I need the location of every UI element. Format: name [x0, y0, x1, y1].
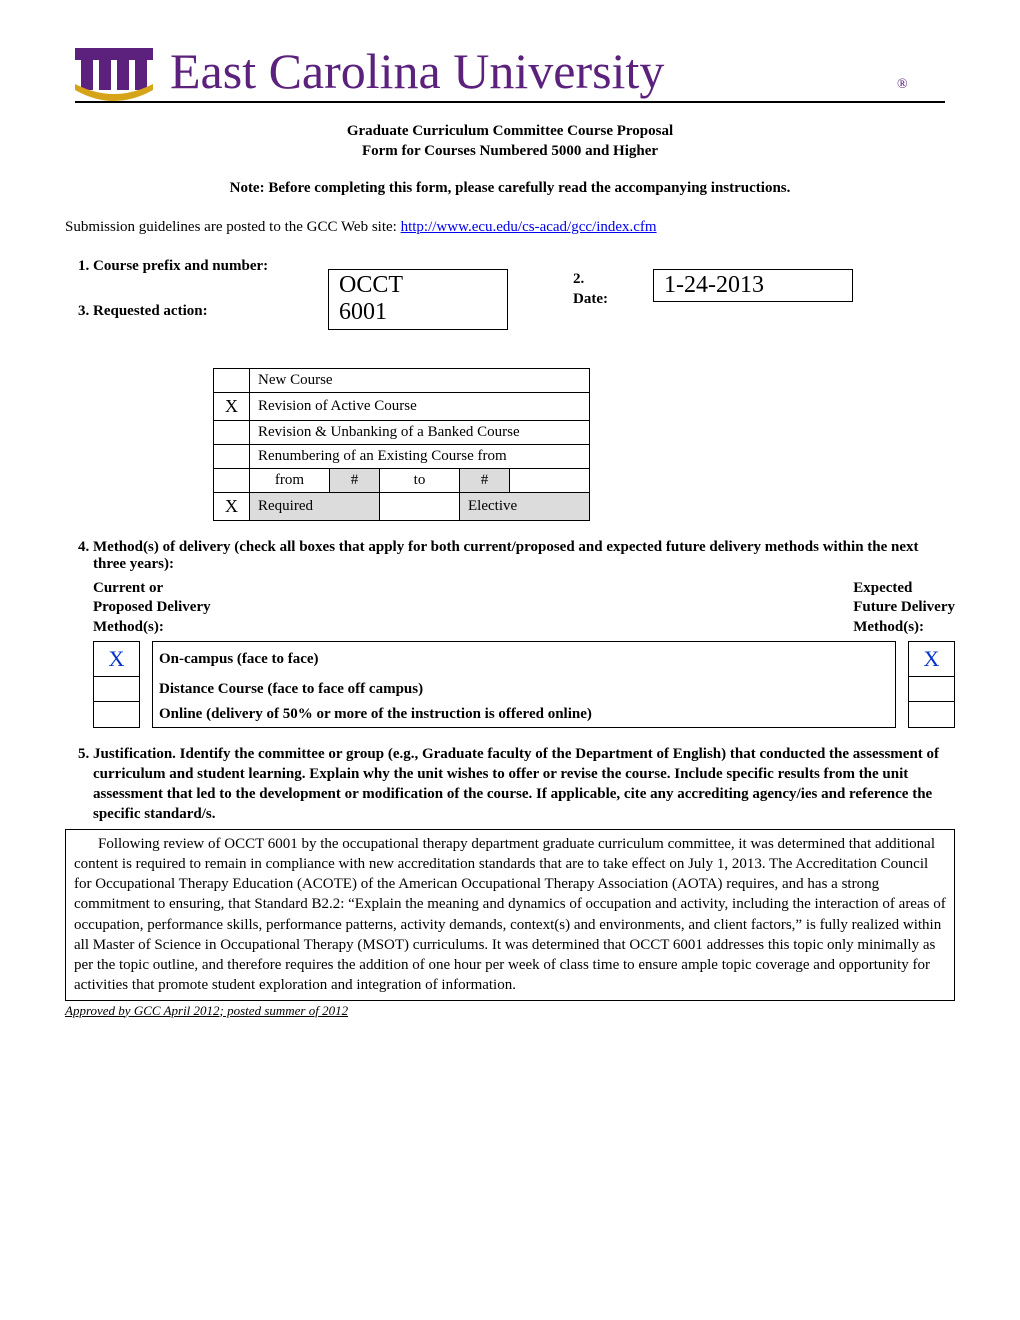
action-row-new: New Course — [214, 368, 590, 392]
q5-item: Justification. Identify the committee or… — [93, 744, 955, 825]
action-row-req-elec: X Required Elective — [214, 492, 590, 520]
delivery-row-oncampus: X On-campus (face to face) X — [94, 642, 955, 677]
chk-future-online[interactable] — [909, 702, 955, 728]
logo-text: East Carolina University — [170, 43, 664, 99]
note-text: Note: Before completing this form, pleas… — [65, 180, 955, 197]
label-renumber: Renumbering of an Existing Course from — [250, 444, 590, 468]
justification-box[interactable]: Following review of OCCT 6001 by the occ… — [65, 829, 955, 1001]
logo-block: East Carolina University ® — [65, 40, 955, 111]
form-title-1: Graduate Curriculum Committee Course Pro… — [65, 121, 955, 141]
chk-elective[interactable] — [380, 492, 460, 520]
delivery-table: X On-campus (face to face) X Distance Co… — [93, 641, 955, 728]
label-revision-unbank: Revision & Unbanking of a Banked Course — [250, 420, 590, 444]
delivery-header-right: Expected Future Delivery Method(s): — [853, 579, 955, 638]
label-revision-active: Revision of Active Course — [250, 392, 590, 420]
chk-current-distance[interactable] — [94, 677, 140, 702]
q1-label: Course prefix and number: — [93, 258, 268, 274]
course-value-line1: OCCT — [339, 272, 403, 298]
submission-line: Submission guidelines are posted to the … — [65, 219, 955, 236]
submission-link[interactable]: http://www.ecu.edu/cs-acad/gcc/index.cfm — [401, 219, 657, 235]
label-new-course: New Course — [250, 368, 590, 392]
submission-prefix: Submission guidelines are posted to the … — [65, 219, 401, 235]
ecu-logo-icon: East Carolina University ® — [75, 40, 945, 106]
requested-action-table: New Course X Revision of Active Course R… — [213, 368, 590, 521]
chk-future-distance[interactable] — [909, 677, 955, 702]
chk-renumber[interactable] — [214, 444, 250, 468]
label-distance: Distance Course (face to face off campus… — [153, 677, 896, 702]
action-row-revision-active: X Revision of Active Course — [214, 392, 590, 420]
q2-label: 2.Date: — [573, 269, 608, 310]
label-elective: Elective — [460, 492, 590, 520]
chk-current-online[interactable] — [94, 702, 140, 728]
chk-revision-unbank[interactable] — [214, 420, 250, 444]
registered-mark: ® — [897, 77, 908, 92]
action-row-renumber: Renumbering of an Existing Course from — [214, 444, 590, 468]
q4-item: Method(s) of delivery (check all boxes t… — [93, 539, 955, 728]
action-row-revision-unbank: Revision & Unbanking of a Banked Course — [214, 420, 590, 444]
chk-current-oncampus[interactable]: X — [94, 642, 140, 677]
renumber-to-value[interactable]: # — [460, 468, 510, 492]
delivery-header-left: Current or Proposed Delivery Method(s): — [93, 579, 211, 638]
chk-new-course[interactable] — [214, 368, 250, 392]
q5-label: Justification. Identify the committee or… — [93, 744, 955, 825]
action-row-renumber-sub: from # to # — [214, 468, 590, 492]
label-oncampus: On-campus (face to face) — [153, 642, 896, 677]
approval-footer: Approved by GCC April 2012; posted summe… — [65, 1003, 955, 1019]
chk-required[interactable]: X — [214, 492, 250, 520]
course-value-line2: 6001 — [339, 299, 387, 325]
renumber-from-label: from — [250, 468, 330, 492]
renumber-to-label: to — [380, 468, 460, 492]
q4-label: Method(s) of delivery (check all boxes t… — [93, 539, 919, 572]
delivery-row-distance: Distance Course (face to face off campus… — [94, 677, 955, 702]
chk-future-oncampus[interactable]: X — [909, 642, 955, 677]
label-online: Online (delivery of 50% or more of the i… — [153, 702, 896, 728]
q1-item: Course prefix and number: OCCT 6001 2.Da… — [93, 258, 955, 345]
delivery-headers: Current or Proposed Delivery Method(s): … — [93, 579, 955, 638]
chk-revision-active[interactable]: X — [214, 392, 250, 420]
label-required: Required — [250, 492, 380, 520]
course-prefix-number-box[interactable]: OCCT 6001 — [328, 269, 508, 330]
form-title-block: Graduate Curriculum Committee Course Pro… — [65, 121, 955, 162]
form-title-2: Form for Courses Numbered 5000 and Highe… — [65, 141, 955, 161]
date-box[interactable]: 1-24-2013 — [653, 269, 853, 302]
renumber-from-value[interactable]: # — [330, 468, 380, 492]
delivery-row-online: Online (delivery of 50% or more of the i… — [94, 702, 955, 728]
